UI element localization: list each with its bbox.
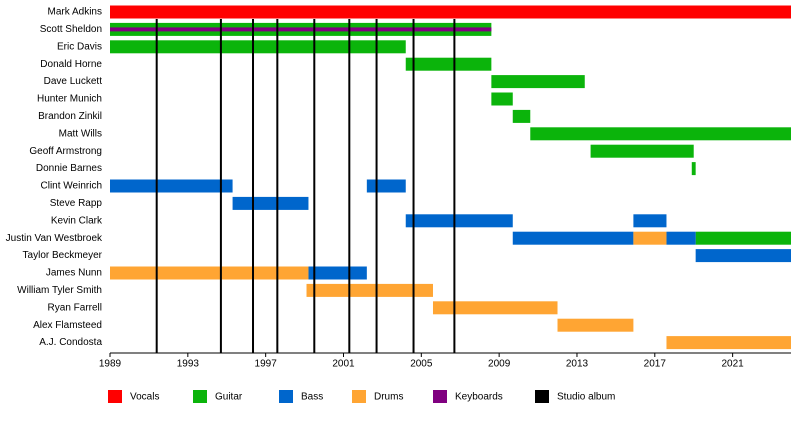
member-label: Scott Sheldon: [40, 24, 102, 35]
legend-swatch: [108, 390, 122, 403]
x-tick-label: 1993: [177, 359, 200, 370]
member-label: Justin Van Westbroek: [6, 233, 103, 244]
x-tick-label: 1997: [255, 359, 278, 370]
member-label: Clint Weinrich: [41, 181, 103, 192]
member-bar: [491, 75, 585, 89]
member-bar: [110, 5, 791, 19]
legend-swatch: [352, 390, 366, 403]
legend-label: Drums: [374, 392, 403, 403]
member-bar: [512, 231, 634, 245]
legend-swatch: [279, 390, 293, 403]
member-label: Brandon Zinkil: [38, 111, 102, 122]
member-bar: [530, 127, 791, 141]
member-label: Steve Rapp: [50, 198, 103, 209]
x-tick-label: 2021: [722, 359, 745, 370]
member-bar: [691, 162, 696, 176]
member-bar: [695, 249, 791, 263]
member-bar: [306, 283, 433, 297]
legend-swatch: [433, 390, 447, 403]
x-tick-label: 2005: [410, 359, 433, 370]
member-bar: [366, 179, 406, 193]
x-tick-label: 2001: [332, 359, 355, 370]
member-label: Donald Horne: [40, 59, 102, 70]
member-bar: [432, 301, 558, 315]
member-label: Kevin Clark: [51, 215, 103, 226]
legend-label: Keyboards: [455, 392, 503, 403]
x-tick-label: 1989: [99, 359, 122, 370]
member-bar: [695, 231, 791, 245]
x-tick-label: 2009: [488, 359, 511, 370]
member-bar: [633, 231, 667, 245]
member-bar: [557, 318, 634, 332]
member-bar: [232, 196, 309, 210]
member-bar: [308, 266, 367, 280]
member-label: Taylor Beckmeyer: [23, 250, 103, 261]
member-bar: [666, 336, 791, 350]
member-bar: [110, 179, 233, 193]
member-bar: [512, 109, 531, 123]
member-label: James Nunn: [46, 268, 102, 279]
legend-swatch: [535, 390, 549, 403]
member-label: Hunter Munich: [37, 94, 102, 105]
member-bar: [405, 57, 492, 71]
member-bar: [590, 144, 694, 158]
legend-label: Bass: [301, 392, 323, 403]
member-bar: [405, 214, 513, 228]
member-label: A.J. Condosta: [39, 337, 102, 348]
member-label: Ryan Farrell: [48, 302, 102, 313]
x-tick-label: 2013: [566, 359, 589, 370]
member-bar: [633, 214, 667, 228]
legend-label: Studio album: [557, 392, 615, 403]
member-bar: [666, 231, 696, 245]
member-bar: [110, 40, 406, 54]
member-label: Eric Davis: [57, 41, 102, 52]
member-bar: [491, 92, 513, 106]
legend-swatch: [193, 390, 207, 403]
member-label: William Tyler Smith: [17, 285, 102, 296]
member-label: Alex Flamsteed: [33, 320, 102, 331]
member-label: Dave Luckett: [44, 76, 103, 87]
member-label: Geoff Armstrong: [29, 146, 102, 157]
member-label: Mark Adkins: [48, 7, 102, 18]
member-bar: [110, 27, 492, 32]
member-label: Matt Wills: [59, 128, 102, 139]
legend-label: Guitar: [215, 392, 243, 403]
legend-label: Vocals: [130, 392, 159, 403]
member-bar: [110, 266, 309, 280]
member-label: Donnie Barnes: [36, 163, 102, 174]
x-tick-label: 2017: [644, 359, 667, 370]
